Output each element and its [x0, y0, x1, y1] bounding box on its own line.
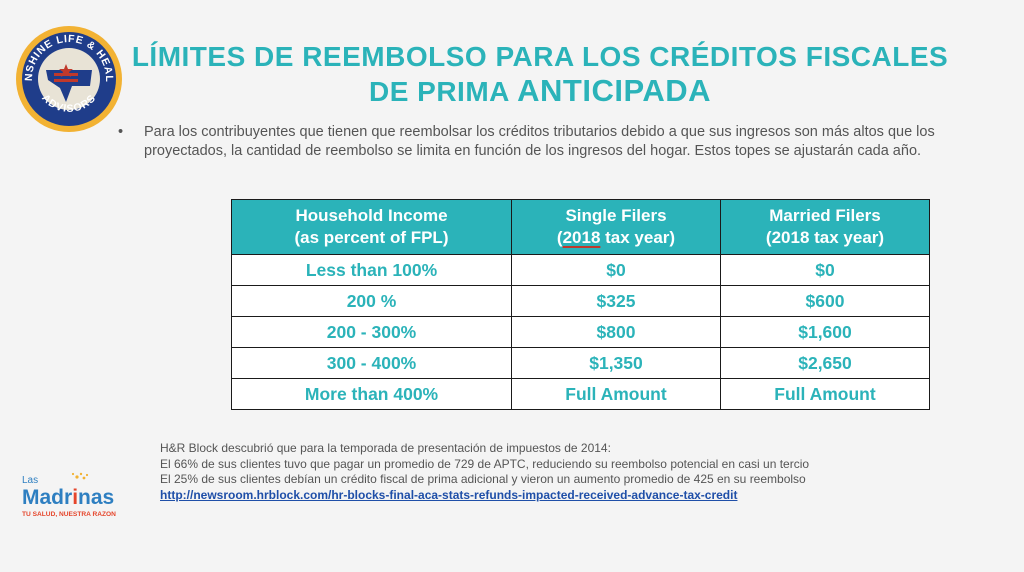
header-text: Married Filers [769, 206, 881, 225]
income-cell: 200 - 300% [231, 316, 512, 348]
logo-las-text: Las [22, 475, 38, 486]
title-line-1: LÍMITES DE REEMBOLSO PARA LOS CRÉDITOS F… [131, 41, 949, 72]
sunshine-advisors-logo: SUNSHINE LIFE & HEALTH ADVISORS [14, 24, 122, 132]
title-line-2b: ANTICIPADA [517, 73, 711, 108]
single-cell: $800 [511, 316, 721, 348]
single-cell: $0 [511, 254, 721, 286]
married-cell: $0 [720, 254, 930, 286]
header-text: (as percent of FPL) [294, 228, 449, 247]
married-cell: $1,600 [720, 316, 930, 348]
header-married-filers: Married Filers (2018 tax year) [720, 199, 930, 255]
single-cell: $1,350 [511, 347, 721, 379]
note-line-3: El 25% de sus clientes debían un crédito… [160, 472, 806, 486]
svg-text:Madrinas: Madrinas [22, 486, 114, 509]
logo-name-i: i [72, 486, 78, 509]
note-line-2: El 66% de sus clientes tuvo que pagar un… [160, 456, 810, 471]
logo-name-a: Madr [22, 486, 72, 509]
source-note: H&R Block descubrió que para la temporad… [160, 441, 920, 503]
header-text: tax year) [600, 228, 676, 247]
header-text: Household Income [295, 206, 448, 225]
table-row: Less than 100% $0 $0 [231, 254, 930, 286]
married-cell: Full Amount [720, 378, 930, 410]
single-cell: $325 [511, 285, 721, 317]
single-cell: Full Amount [511, 378, 721, 410]
intro-text: Para los contribuyentes que tienen que r… [144, 124, 935, 159]
header-text: (2018 tax year) [512, 227, 720, 249]
header-year-underlined: 2018 [562, 228, 601, 247]
bullet-dot-icon: • [118, 124, 124, 140]
note-line-1: H&R Block descubrió que para la temporad… [160, 441, 611, 455]
sparkle-icon [71, 472, 89, 480]
header-text: ( [556, 228, 563, 247]
header-text: (2018 tax year) [765, 228, 885, 247]
intro-bullet: • Para los contribuyentes que tienen que… [118, 123, 988, 161]
page-title: LÍMITES DE REEMBOLSO PARA LOS CRÉDITOS F… [130, 40, 950, 109]
source-link[interactable]: http://newsroom.hrblock.com/hr-blocks-fi… [160, 487, 738, 502]
table-row: 300 - 400% $1,350 $2,650 [231, 347, 930, 379]
title-line-2: DE PRIMA ANTICIPADA [130, 74, 950, 109]
married-cell: $600 [720, 285, 930, 317]
header-single-filers: Single Filers (2018 tax year) [511, 199, 721, 255]
header-household-income: Household Income (as percent of FPL) [231, 199, 512, 255]
title-line-2a: DE PRIMA [368, 76, 509, 107]
table-row: More than 400% Full Amount Full Amount [231, 378, 930, 410]
income-cell: 200 % [231, 285, 512, 317]
income-cell: More than 400% [231, 378, 512, 410]
repayment-caps-table: Household Income (as percent of FPL) Sin… [231, 199, 930, 410]
table-header-row: Household Income (as percent of FPL) Sin… [231, 199, 930, 255]
income-cell: 300 - 400% [231, 347, 512, 379]
logo-tagline: TU SALUD, NUESTRA RAZON [22, 511, 116, 518]
table-row: 200 % $325 $600 [231, 285, 930, 317]
married-cell: $2,650 [720, 347, 930, 379]
logo-name-b: nas [78, 486, 114, 509]
las-madrinas-logo: Las Madrinas TU SALUD, NUESTRA RAZON [22, 472, 116, 518]
income-cell: Less than 100% [231, 254, 512, 286]
header-text: Single Filers [565, 206, 667, 225]
table-row: 200 - 300% $800 $1,600 [231, 316, 930, 348]
